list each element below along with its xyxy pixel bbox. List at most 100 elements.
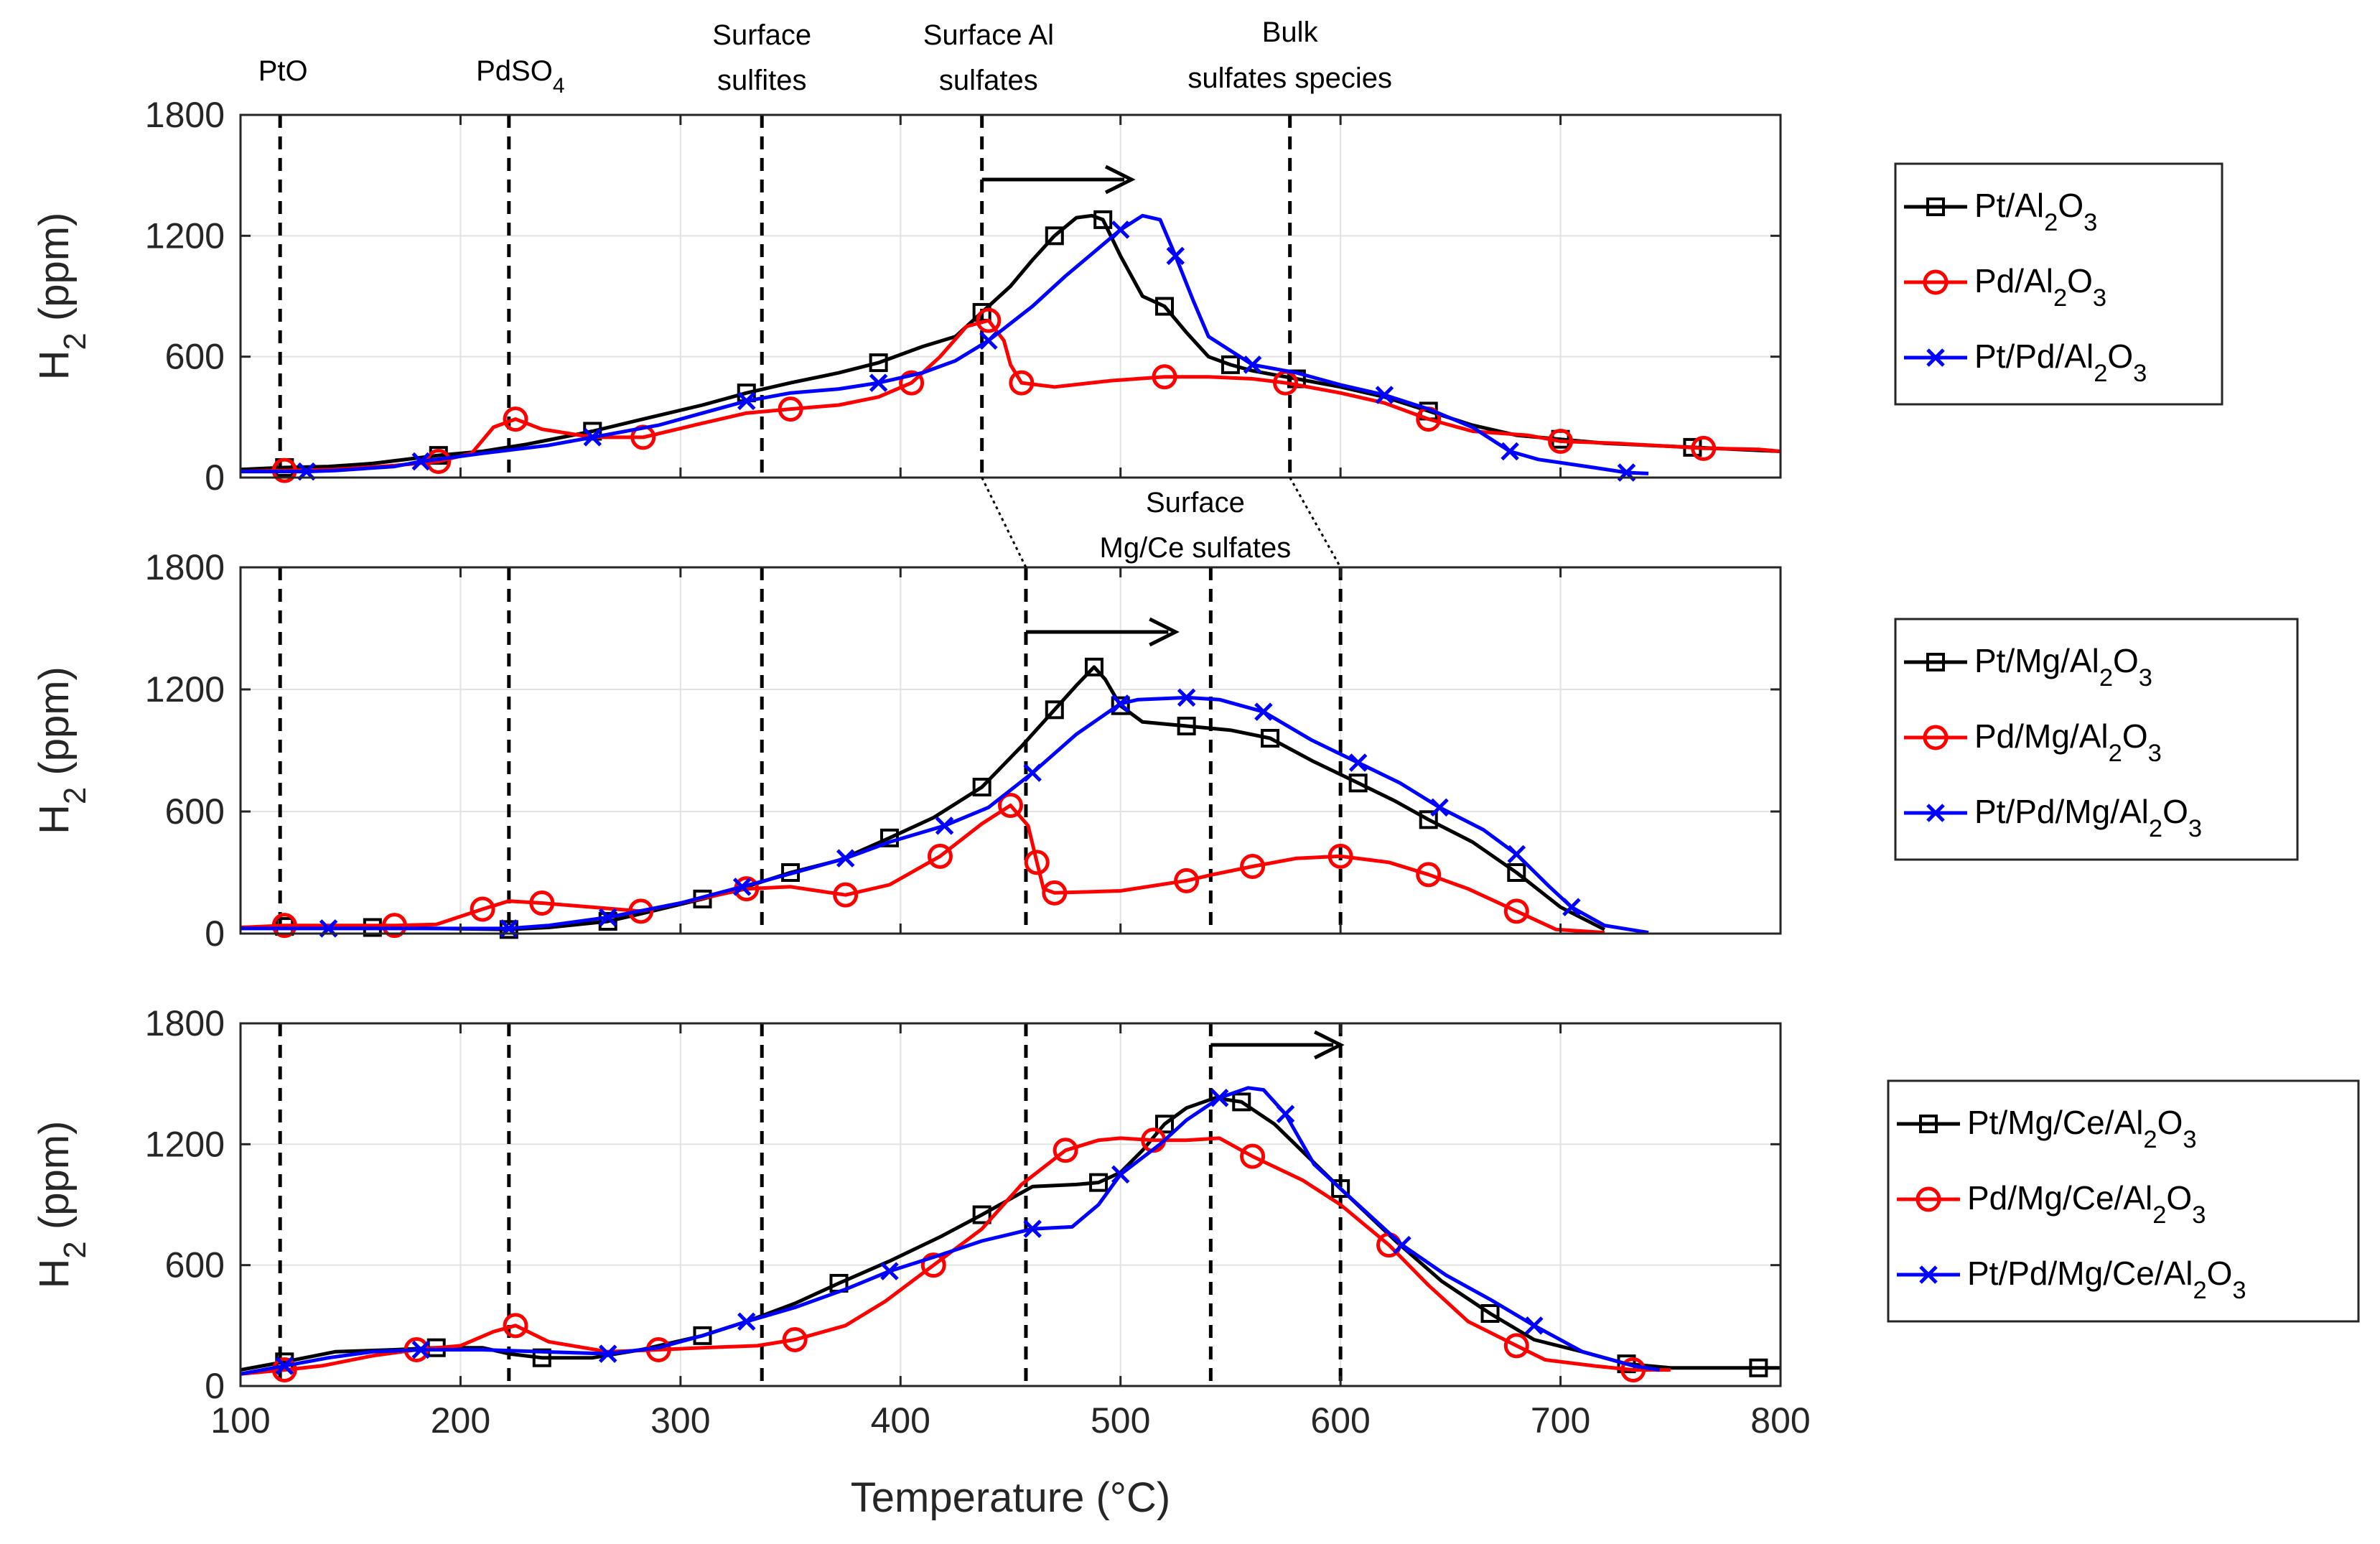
arrow-head [1104, 164, 1136, 195]
annotation-label: Surface [1146, 487, 1245, 518]
data-point [732, 878, 752, 896]
panel-3: 0 600 1200 1800 H2 (ppm) Pt/Mg/Ce/Al2O3 Pd/Mg/… [31, 1003, 2360, 1406]
annotation-label: Mg/Ce sulfates [1100, 532, 1292, 564]
legend-marker [1919, 1115, 1938, 1133]
data-point [271, 913, 297, 939]
data-point [976, 307, 1002, 333]
data-point [880, 1262, 899, 1280]
legend-1: Pt/Al2O3 Pd/Al2O3 Pt/Pd/Al2O3 [1894, 162, 2223, 406]
legend-label: Pt/Pd/Al2O3 [1974, 338, 2147, 387]
series-pdmgalo [240, 793, 1605, 939]
data-point [693, 1326, 712, 1345]
annotation-label: Surface Al [923, 19, 1054, 51]
plot-frame [239, 113, 1782, 479]
legend-marker [1915, 1186, 1941, 1212]
data-point [1221, 355, 1240, 374]
data-point [271, 1357, 297, 1383]
legend-marker [1923, 269, 1949, 295]
series-ptmgcealo [240, 1092, 1781, 1377]
data-point [1501, 442, 1519, 461]
panel-3-grid [241, 1023, 1781, 1386]
data-point [1375, 386, 1394, 404]
data-point [1210, 1089, 1229, 1107]
series-line [240, 318, 1781, 474]
data-point [1023, 1219, 1042, 1238]
y-tick-label: 600 [165, 337, 225, 377]
panel-2: 0 600 1200 1800 H2 (ppm) Pt/Mg/Al2O3 Pd/Mg/Al2… [31, 547, 2299, 954]
series-line [240, 665, 1606, 931]
x-tick-label: 700 [1531, 1400, 1590, 1441]
series-line [241, 213, 1649, 475]
legend-marker [1926, 804, 1945, 822]
annotation-label: sulfites [717, 65, 807, 96]
data-point [1620, 1357, 1646, 1383]
x-tick-label: 400 [871, 1400, 930, 1441]
y-tick-label: 1800 [145, 95, 225, 135]
y-tick-label: 600 [165, 1245, 225, 1285]
arrow-head [1314, 1030, 1345, 1060]
data-point [1093, 210, 1113, 229]
data-point [1548, 429, 1574, 454]
data-point [1617, 1354, 1636, 1374]
y-tick-label: 1200 [145, 669, 225, 710]
legend-label: Pd/Mg/Ce/Al2O3 [1967, 1179, 2206, 1229]
data-point [1327, 843, 1353, 869]
data-point [411, 1340, 431, 1359]
y-tick-label: 0 [205, 913, 225, 954]
data-point [1111, 694, 1130, 713]
y-axis-title: H2 (ppm) [31, 1121, 93, 1289]
data-point [1348, 753, 1368, 772]
data-point [778, 396, 803, 422]
annotation-label: Bulk [1262, 17, 1319, 48]
legend-marker [1919, 1265, 1938, 1284]
data-point [1261, 729, 1280, 748]
x-tick-label: 100 [210, 1400, 270, 1441]
data-point [1042, 880, 1068, 906]
data-point [1393, 1235, 1411, 1255]
panel-2-grid [241, 567, 1781, 934]
data-point [899, 370, 925, 396]
data-point [1525, 1316, 1544, 1335]
data-point [935, 817, 954, 835]
data-point [1243, 355, 1262, 374]
legend-label: Pd/Al2O3 [1974, 262, 2106, 312]
y-tick-label: 1800 [145, 547, 225, 587]
legend-label: Pd/Mg/Al2O3 [1974, 717, 2162, 767]
legend-marker [1926, 197, 1945, 216]
annotation-label: Surface [712, 19, 811, 51]
data-point [972, 302, 991, 322]
data-point [1562, 898, 1581, 916]
data-point [1053, 1138, 1078, 1163]
data-point [1691, 435, 1717, 461]
data-point [979, 331, 998, 350]
y-tick-label: 600 [165, 791, 225, 832]
data-point [275, 1357, 294, 1375]
data-point [503, 406, 528, 432]
x-tick-label: 200 [431, 1400, 490, 1441]
legend-3: Pt/Mg/Ce/Al2O3 Pd/Mg/Ce/Al2O3 Pt/Pd/Mg/Ce/… [1887, 1079, 2360, 1323]
data-point [1174, 868, 1200, 893]
series-ptpdmgalo [241, 688, 1649, 938]
data-point [737, 391, 756, 411]
data-point [1111, 696, 1130, 715]
series-ptpdmgcealo [240, 1086, 1660, 1376]
data-point [782, 1326, 808, 1352]
data-point [532, 1348, 551, 1367]
plot-frame [239, 566, 1782, 935]
series-ptpdalo [241, 213, 1649, 482]
legend-label: Pt/Pd/Mg/Al2O3 [1974, 793, 2202, 842]
y-tick-label: 1200 [145, 215, 225, 256]
data-point [1254, 702, 1273, 721]
connector-line [981, 477, 1027, 568]
data-point [1177, 717, 1196, 735]
data-point [869, 353, 888, 373]
data-point [1045, 226, 1064, 246]
data-point [1023, 763, 1042, 782]
data-point [470, 896, 495, 922]
series-line [240, 804, 1605, 935]
data-point [503, 1313, 528, 1339]
data-point [1152, 364, 1177, 390]
data-point [869, 373, 888, 392]
legend-marker [1926, 653, 1945, 671]
